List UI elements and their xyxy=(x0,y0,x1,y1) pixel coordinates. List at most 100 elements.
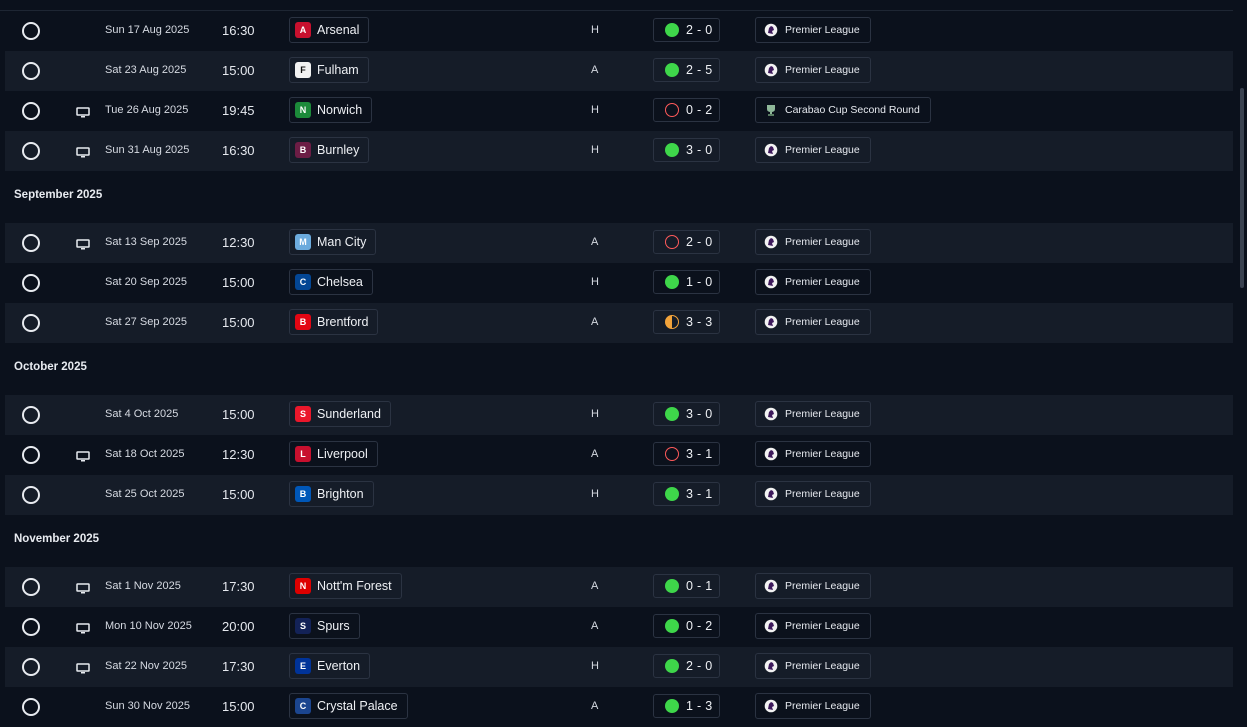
match-date: Sun 30 Nov 2025 xyxy=(105,700,191,712)
select-radio-icon[interactable] xyxy=(22,62,40,80)
result-chip[interactable]: 1 - 3 xyxy=(653,694,720,718)
result-chip[interactable]: 1 - 0 xyxy=(653,270,720,294)
competition-chip[interactable]: Premier League xyxy=(755,653,871,679)
result-chip[interactable]: 0 - 2 xyxy=(653,614,720,638)
competition-name: Premier League xyxy=(785,620,860,632)
select-radio-icon[interactable] xyxy=(22,234,40,252)
competition-chip[interactable]: Premier League xyxy=(755,229,871,255)
fixture-row[interactable]: Sat 23 Aug 2025 15:00 F Fulham A 2 - 5 Premier… xyxy=(5,51,1233,91)
opponent-name: Burnley xyxy=(317,143,360,157)
team-crest-icon: S xyxy=(295,406,311,422)
result-chip[interactable]: 3 - 0 xyxy=(653,138,720,162)
select-radio-icon[interactable] xyxy=(22,142,40,160)
fixture-row[interactable]: Sat 27 Sep 2025 15:00 B Brentford A 3 - 3 Prem… xyxy=(5,303,1233,343)
fixture-row[interactable]: Sat 4 Oct 2025 15:00 S Sunderland H 3 - 0 Prem… xyxy=(5,395,1233,435)
competition-chip[interactable]: Premier League xyxy=(755,481,871,507)
team-crest-icon: F xyxy=(295,62,311,78)
select-radio-icon[interactable] xyxy=(22,102,40,120)
select-radio-icon[interactable] xyxy=(22,658,40,676)
result-chip[interactable]: 2 - 0 xyxy=(653,654,720,678)
venue-indicator: H xyxy=(591,104,599,116)
competition-chip[interactable]: Premier League xyxy=(755,693,871,719)
fixture-row[interactable]: Sun 30 Nov 2025 15:00 C Crystal Palace A 1 - … xyxy=(5,687,1233,727)
month-header: October 2025 xyxy=(5,343,1233,395)
team-crest-icon: L xyxy=(295,446,311,462)
opponent-chip[interactable]: F Fulham xyxy=(289,57,369,83)
select-radio-icon[interactable] xyxy=(22,698,40,716)
opponent-chip[interactable]: M Man City xyxy=(289,229,377,255)
opponent-chip[interactable]: A Arsenal xyxy=(289,17,370,43)
match-score: 0 - 2 xyxy=(686,619,713,633)
result-chip[interactable]: 3 - 3 xyxy=(653,310,720,334)
select-radio-icon[interactable] xyxy=(22,446,40,464)
select-radio-icon[interactable] xyxy=(22,274,40,292)
competition-chip[interactable]: Premier League xyxy=(755,401,871,427)
opponent-name: Nott'm Forest xyxy=(317,579,392,593)
result-chip[interactable]: 3 - 0 xyxy=(653,402,720,426)
opponent-name: Brighton xyxy=(317,487,364,501)
match-date: Sun 17 Aug 2025 xyxy=(105,24,190,36)
opponent-chip[interactable]: N Norwich xyxy=(289,97,373,123)
competition-chip[interactable]: Premier League xyxy=(755,441,871,467)
fixture-row[interactable]: Sat 20 Sep 2025 15:00 C Chelsea H 1 - 0 Premie… xyxy=(5,263,1233,303)
competition-chip[interactable]: Premier League xyxy=(755,573,871,599)
match-date: Mon 10 Nov 2025 xyxy=(105,620,192,632)
kickoff-time: 15:00 xyxy=(222,699,255,714)
fixture-row[interactable]: Sat 1 Nov 2025 17:30 N Nott'm Forest A 0 - 1 P… xyxy=(5,567,1233,607)
result-status-icon xyxy=(665,275,679,289)
competition-chip[interactable]: Premier League xyxy=(755,269,871,295)
carabao-cup-icon xyxy=(764,103,785,117)
select-radio-icon[interactable] xyxy=(22,486,40,504)
competition-chip[interactable]: Premier League xyxy=(755,309,871,335)
select-radio-icon[interactable] xyxy=(22,22,40,40)
select-radio-icon[interactable] xyxy=(22,406,40,424)
competition-name: Premier League xyxy=(785,408,860,420)
opponent-chip[interactable]: B Brighton xyxy=(289,481,374,507)
competition-chip[interactable]: Premier League xyxy=(755,17,871,43)
fixture-row[interactable]: Sun 17 Aug 2025 16:30 A Arsenal H 2 - 0 Premie… xyxy=(5,11,1233,51)
fixture-row[interactable]: Sat 25 Oct 2025 15:00 B Brighton H 3 - 1 Premi… xyxy=(5,475,1233,515)
competition-name: Carabao Cup Second Round xyxy=(785,104,920,116)
result-chip[interactable]: 0 - 1 xyxy=(653,574,720,598)
select-radio-icon[interactable] xyxy=(22,314,40,332)
fixture-row[interactable]: Sat 18 Oct 2025 12:30 L Liverpool A 3 - 1 Prem… xyxy=(5,435,1233,475)
result-chip[interactable]: 3 - 1 xyxy=(653,482,720,506)
opponent-chip[interactable]: B Burnley xyxy=(289,137,370,163)
competition-chip[interactable]: Carabao Cup Second Round xyxy=(755,97,931,123)
competition-chip[interactable]: Premier League xyxy=(755,137,871,163)
result-chip[interactable]: 2 - 5 xyxy=(653,58,720,82)
competition-name: Premier League xyxy=(785,660,860,672)
opponent-chip[interactable]: E Everton xyxy=(289,653,371,679)
result-status-icon xyxy=(665,143,679,157)
fixture-row[interactable]: Sat 22 Nov 2025 17:30 E Everton H 2 - 0 Premie… xyxy=(5,647,1233,687)
fixture-row[interactable]: Mon 10 Nov 2025 20:00 S Spurs A 0 - 2 Premier … xyxy=(5,607,1233,647)
kickoff-time: 15:00 xyxy=(222,487,255,502)
month-header: September 2025 xyxy=(5,171,1233,223)
result-chip[interactable]: 2 - 0 xyxy=(653,18,720,42)
opponent-chip[interactable]: S Sunderland xyxy=(289,401,391,427)
result-chip[interactable]: 2 - 0 xyxy=(653,230,720,254)
team-crest-icon: A xyxy=(295,22,311,38)
tv-broadcast-icon xyxy=(76,661,90,679)
opponent-chip[interactable]: B Brentford xyxy=(289,309,379,335)
fixture-row[interactable]: Sun 31 Aug 2025 16:30 B Burnley H 3 - 0 Premie… xyxy=(5,131,1233,171)
result-chip[interactable]: 3 - 1 xyxy=(653,442,720,466)
opponent-chip[interactable]: C Chelsea xyxy=(289,269,373,295)
result-chip[interactable]: 0 - 2 xyxy=(653,98,720,122)
opponent-chip[interactable]: L Liverpool xyxy=(289,441,378,467)
fixture-row[interactable]: Tue 26 Aug 2025 19:45 N Norwich H 0 - 2 Caraba… xyxy=(5,91,1233,131)
competition-chip[interactable]: Premier League xyxy=(755,613,871,639)
opponent-chip[interactable]: S Spurs xyxy=(289,613,360,639)
select-radio-icon[interactable] xyxy=(22,618,40,636)
opponent-chip[interactable]: N Nott'm Forest xyxy=(289,573,402,599)
competition-chip[interactable]: Premier League xyxy=(755,57,871,83)
result-status-icon xyxy=(665,235,679,249)
opponent-chip[interactable]: C Crystal Palace xyxy=(289,693,408,719)
team-crest-icon: E xyxy=(295,658,311,674)
select-radio-icon[interactable] xyxy=(22,578,40,596)
competition-name: Premier League xyxy=(785,448,860,460)
result-status-icon xyxy=(665,619,679,633)
fixture-row[interactable]: Sat 13 Sep 2025 12:30 M Man City A 2 - 0 Premi… xyxy=(5,223,1233,263)
result-status-icon xyxy=(665,487,679,501)
scrollbar[interactable] xyxy=(1240,88,1244,288)
